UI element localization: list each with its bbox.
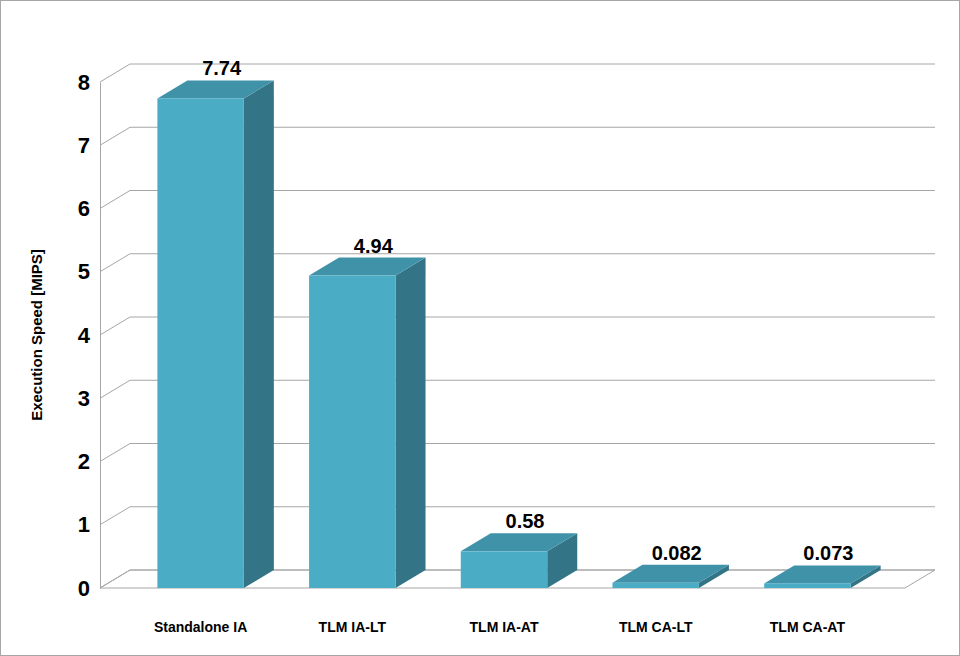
bar-top	[309, 258, 425, 276]
bar-top	[461, 533, 577, 551]
x-tick: TLM IA-AT	[470, 616, 539, 635]
y-tick-label: 8	[78, 70, 90, 95]
y-tick: 2	[78, 449, 100, 474]
x-axis-line	[125, 616, 885, 617]
bar	[764, 583, 850, 588]
data-label: 7.74	[202, 57, 242, 79]
y-tick: 6	[78, 196, 100, 221]
bar-group	[461, 533, 577, 588]
bar	[309, 276, 395, 588]
y-tick-label: 3	[78, 386, 90, 411]
bar-group	[157, 80, 273, 588]
data-label: 0.58	[506, 510, 545, 532]
y-axis-title: Execution Speed [MIPS]	[28, 249, 45, 421]
y-tick: 5	[78, 259, 100, 284]
y-tick-label: 1	[78, 512, 90, 537]
x-tick-label: TLM IA-LT	[319, 619, 387, 635]
y-tick: 8	[78, 70, 100, 95]
y-tick: 7	[78, 133, 100, 158]
x-axis: Standalone IA TLM IA-LT TLM IA-AT TLM CA-LT…	[125, 616, 885, 635]
bar	[612, 583, 698, 588]
bar-top	[764, 565, 880, 583]
bar-top	[157, 80, 273, 98]
x-tick-label: TLM IA-AT	[470, 619, 539, 635]
data-labels: 7.74 4.94 0.58 0.082 0.073	[202, 57, 853, 564]
y-tick: 3	[78, 386, 100, 411]
bar-top	[612, 565, 728, 583]
bar-side	[396, 258, 426, 588]
bar-group	[309, 258, 425, 588]
grid	[100, 64, 935, 588]
y-axis: 0 1 2 3 4 5 6 7 8	[78, 70, 101, 601]
bar	[461, 551, 547, 588]
x-tick-label: TLM CA-LT	[619, 619, 693, 635]
data-label: 0.073	[803, 542, 853, 564]
x-tick: TLM IA-LT	[319, 616, 387, 635]
y-tick-label: 6	[78, 196, 90, 221]
y-tick: 0	[78, 576, 100, 601]
y-tick-label: 5	[78, 259, 90, 284]
y-tick: 1	[78, 512, 100, 537]
bar-side	[244, 80, 274, 588]
x-tick-label: TLM CA-AT	[770, 619, 846, 635]
bars	[157, 80, 880, 588]
y-tick: 4	[78, 323, 100, 348]
chart: 7.74 4.94 0.58 0.082 0.073 0 1 2 3 4 5 6 7 8 Standalon…	[0, 0, 960, 656]
chart-border	[1, 1, 960, 656]
bar-group	[612, 565, 728, 588]
y-tick-label: 2	[78, 449, 90, 474]
y-tick-label: 7	[78, 133, 90, 158]
x-tick-label: Standalone IA	[154, 619, 247, 635]
data-label: 4.94	[354, 235, 394, 257]
x-tick: TLM CA-LT	[619, 616, 693, 635]
x-tick: TLM CA-AT	[770, 616, 846, 635]
x-tick: Standalone IA	[154, 616, 247, 635]
y-axis-line	[100, 83, 101, 589]
y-tick-label: 4	[78, 323, 91, 348]
y-tick-label: 0	[78, 576, 90, 601]
bar-group	[764, 565, 880, 588]
data-label: 0.082	[652, 542, 702, 564]
bar	[157, 98, 243, 588]
